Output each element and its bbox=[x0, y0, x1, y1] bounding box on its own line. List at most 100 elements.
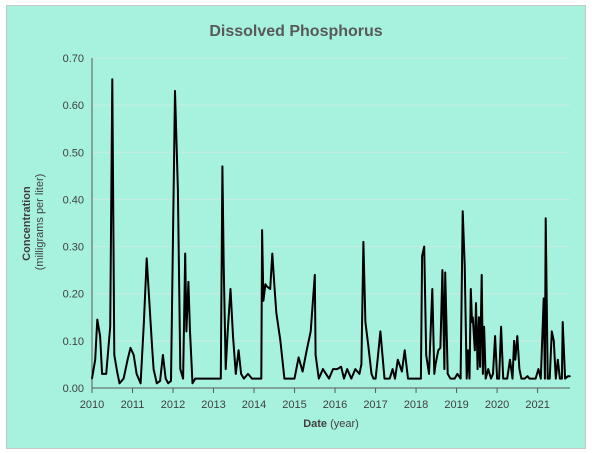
data-point bbox=[503, 377, 506, 380]
data-point bbox=[287, 377, 290, 380]
data-point bbox=[116, 370, 118, 373]
data-point bbox=[343, 377, 345, 380]
data-point bbox=[449, 377, 452, 380]
y-axis-label: Concentration (milligrams per liter) bbox=[21, 174, 46, 271]
data-point bbox=[372, 377, 375, 380]
y-tick-label-0.00: 0.00 bbox=[63, 383, 84, 395]
y-tick-label-0.40: 0.40 bbox=[63, 194, 84, 206]
data-point bbox=[446, 373, 449, 375]
data-point bbox=[374, 377, 377, 380]
x-axis-label-bold: Date bbox=[303, 418, 327, 430]
data-point bbox=[354, 368, 357, 370]
data-point bbox=[546, 377, 549, 380]
data-point bbox=[255, 377, 257, 380]
x-tick-label-2017: 2017 bbox=[363, 399, 387, 411]
data-point bbox=[194, 377, 197, 380]
data-point bbox=[283, 377, 286, 380]
data-point bbox=[314, 354, 317, 356]
data-point bbox=[476, 368, 479, 370]
y-tick-label-0.70: 0.70 bbox=[63, 53, 84, 65]
data-point bbox=[222, 264, 225, 267]
data-point bbox=[379, 330, 382, 333]
data-point bbox=[463, 264, 466, 267]
data-point bbox=[431, 288, 434, 290]
data-point bbox=[557, 358, 559, 361]
data-point bbox=[336, 368, 338, 370]
data-point bbox=[542, 297, 545, 300]
data-point bbox=[182, 377, 184, 380]
data-point bbox=[511, 377, 514, 380]
gridlines bbox=[92, 57, 570, 342]
data-point bbox=[156, 382, 158, 385]
data-point bbox=[243, 377, 245, 380]
data-point bbox=[470, 288, 472, 290]
data-point bbox=[364, 321, 367, 323]
data-point bbox=[360, 363, 363, 366]
data-point bbox=[437, 349, 440, 352]
data-point bbox=[94, 358, 96, 361]
data-point bbox=[164, 377, 167, 380]
data-point bbox=[407, 377, 409, 380]
data-point bbox=[126, 358, 129, 361]
x-tick-label-2012: 2012 bbox=[161, 399, 185, 411]
data-point bbox=[226, 330, 229, 333]
data-point bbox=[401, 370, 403, 373]
y-tick-label-0.10: 0.10 bbox=[63, 336, 84, 348]
data-point bbox=[189, 330, 191, 333]
data-point bbox=[555, 377, 557, 380]
data-point bbox=[184, 252, 186, 255]
data-point bbox=[411, 377, 413, 380]
data-point bbox=[509, 358, 511, 361]
data-point bbox=[305, 349, 308, 352]
data-point bbox=[293, 377, 296, 380]
data-point bbox=[456, 373, 459, 375]
data-point bbox=[191, 382, 194, 385]
data-point bbox=[439, 347, 442, 349]
data-point bbox=[394, 377, 396, 380]
data-point bbox=[212, 377, 215, 380]
data-point bbox=[251, 377, 253, 380]
data-point bbox=[340, 366, 342, 368]
y-axis-label-line2: (milligrams per liter) bbox=[34, 174, 46, 271]
data-point bbox=[561, 377, 563, 380]
data-point bbox=[177, 189, 179, 191]
data-point bbox=[391, 368, 394, 370]
data-point bbox=[264, 283, 267, 286]
data-point bbox=[162, 354, 164, 356]
x-tick-label-2021: 2021 bbox=[525, 399, 549, 411]
data-point bbox=[520, 377, 523, 380]
data-point bbox=[383, 377, 386, 380]
data-point bbox=[484, 377, 487, 380]
data-point bbox=[358, 373, 361, 375]
data-point bbox=[275, 311, 278, 314]
data-point bbox=[279, 340, 282, 342]
data-point bbox=[322, 368, 324, 370]
data-point bbox=[101, 373, 103, 375]
data-point bbox=[301, 370, 304, 373]
y-axis-tick-labels: 0.00 0.10 0.20 0.30 0.40 0.50 0.60 0.70 bbox=[63, 53, 84, 395]
data-point bbox=[221, 165, 224, 168]
data-point bbox=[567, 375, 569, 378]
data-point bbox=[482, 373, 484, 375]
data-point bbox=[174, 90, 176, 92]
data-point bbox=[461, 210, 464, 212]
data-point bbox=[260, 377, 263, 380]
y-axis-label-line1: Concentration bbox=[21, 186, 33, 261]
axes bbox=[91, 58, 570, 393]
data-point bbox=[534, 377, 537, 380]
data-point bbox=[261, 229, 263, 231]
data-point bbox=[145, 257, 148, 260]
data-point bbox=[474, 349, 476, 352]
data-point bbox=[467, 349, 469, 352]
data-point bbox=[428, 373, 430, 375]
data-point bbox=[551, 330, 553, 333]
data-point bbox=[99, 335, 101, 337]
data-point bbox=[441, 269, 444, 271]
data-point bbox=[421, 255, 423, 257]
data-point bbox=[113, 354, 116, 356]
data-point bbox=[423, 245, 426, 248]
data-point bbox=[516, 335, 519, 337]
data-point bbox=[224, 368, 227, 370]
data-point bbox=[237, 349, 240, 352]
data-point bbox=[367, 344, 370, 347]
